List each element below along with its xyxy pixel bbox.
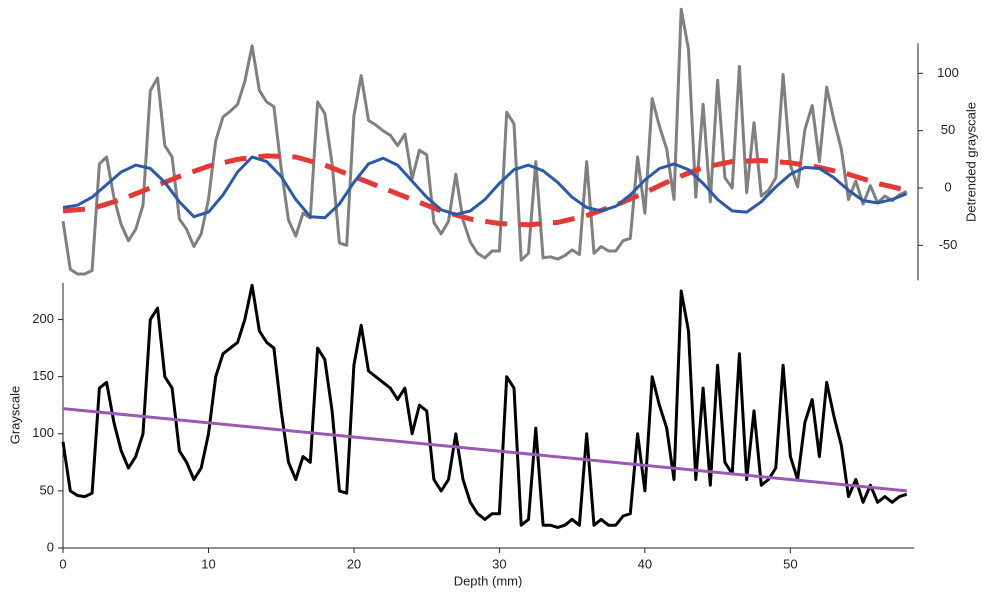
x-tick-label: 40 bbox=[638, 556, 652, 571]
y-tick-label: 200 bbox=[32, 311, 54, 326]
y2-axis-label: Detrended grayscale bbox=[963, 102, 978, 222]
y2-tick-label: 50 bbox=[941, 122, 955, 137]
series-line bbox=[61, 7, 908, 276]
series-line bbox=[62, 155, 908, 220]
x-tick-label: 20 bbox=[347, 556, 361, 571]
y2-tick-label: 100 bbox=[937, 65, 959, 80]
series-line bbox=[62, 153, 908, 228]
y2-tick-label: 0 bbox=[944, 179, 951, 194]
x-tick-label: 50 bbox=[783, 556, 797, 571]
x-tick-label: 30 bbox=[492, 556, 506, 571]
y2-tick-label: -50 bbox=[939, 237, 958, 252]
x-tick-label: 10 bbox=[201, 556, 215, 571]
y-tick-label: 100 bbox=[32, 425, 54, 440]
y-tick-label: 0 bbox=[47, 539, 54, 554]
y-tick-label: 50 bbox=[40, 482, 54, 497]
x-axis-label: Depth (mm) bbox=[454, 573, 523, 588]
series-line bbox=[61, 283, 908, 529]
y-axis-label: Grayscale bbox=[7, 386, 22, 445]
y-tick-label: 150 bbox=[32, 368, 54, 383]
x-tick-label: 0 bbox=[59, 556, 66, 571]
series-line bbox=[62, 407, 907, 493]
